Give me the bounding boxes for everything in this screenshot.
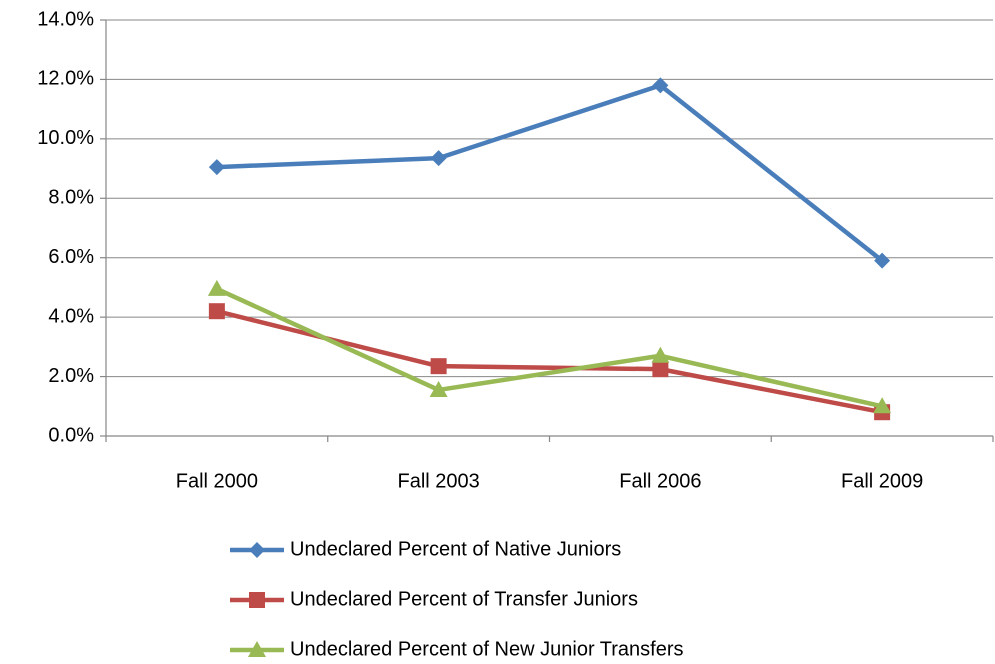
marker: [874, 252, 891, 269]
x-tick-label: Fall 2000: [176, 470, 258, 492]
marker: [208, 303, 225, 320]
legend-marker: [249, 592, 265, 608]
marker: [430, 150, 447, 167]
y-tick-label: 6.0%: [48, 246, 94, 268]
legend-label: Undeclared Percent of Transfer Juniors: [290, 588, 638, 610]
legend-marker: [248, 641, 266, 657]
y-tick-label: 12.0%: [37, 68, 94, 90]
marker: [429, 380, 448, 397]
y-tick-label: 8.0%: [48, 187, 94, 209]
x-tick-label: Fall 2003: [397, 470, 479, 492]
x-tick-label: Fall 2009: [841, 470, 923, 492]
legend-marker: [249, 542, 265, 558]
marker: [652, 77, 669, 94]
x-tick-label: Fall 2006: [619, 470, 701, 492]
y-tick-label: 4.0%: [48, 305, 94, 327]
y-tick-label: 14.0%: [37, 8, 94, 30]
y-tick-label: 0.0%: [48, 424, 94, 446]
y-tick-label: 10.0%: [37, 127, 94, 149]
marker: [207, 279, 226, 296]
legend-label: Undeclared Percent of New Junior Transfe…: [290, 638, 684, 660]
series-line: [216, 309, 883, 415]
marker: [651, 346, 670, 363]
y-tick-label: 2.0%: [48, 365, 94, 387]
marker: [652, 361, 669, 378]
series-line: [216, 83, 884, 263]
legend-label: Undeclared Percent of Native Juniors: [290, 538, 621, 560]
marker: [430, 358, 447, 375]
marker: [208, 159, 225, 176]
marker: [873, 397, 892, 414]
series-line: [215, 286, 883, 409]
